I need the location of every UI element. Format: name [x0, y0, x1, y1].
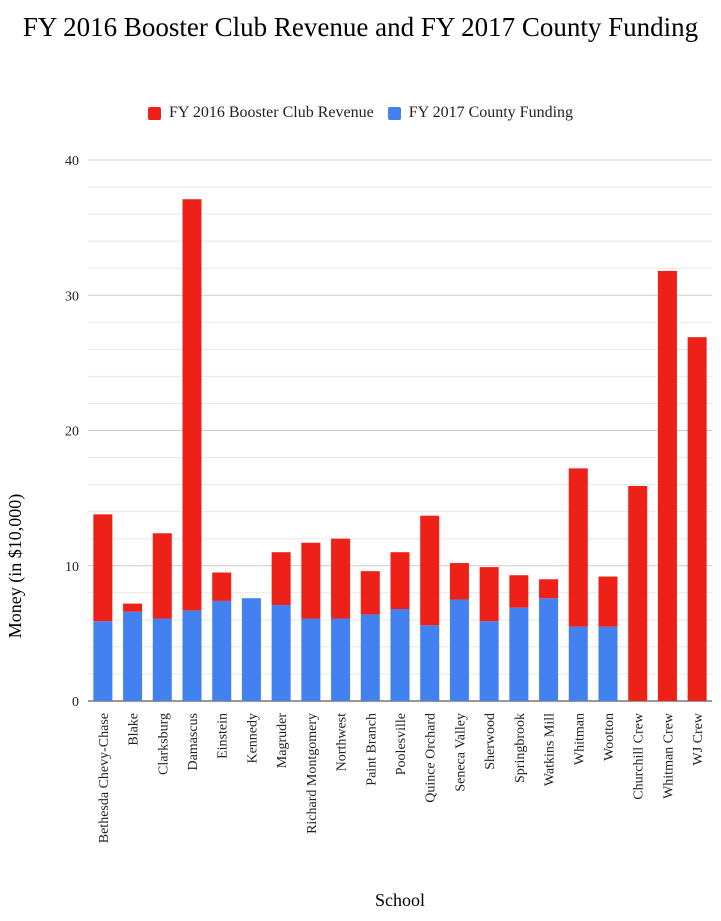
bar-county[interactable]	[360, 614, 380, 701]
y-tick-label: 40	[65, 154, 79, 169]
bar-booster[interactable]	[212, 572, 232, 601]
bar-booster[interactable]	[568, 468, 588, 627]
x-tick-label: Sherwood	[483, 713, 498, 770]
legend-item-booster[interactable]: FY 2016 Booster Club Revenue	[147, 104, 374, 122]
x-tick-label: Paint Branch	[364, 713, 379, 786]
legend: FY 2016 Booster Club Revenue FY 2017 Cou…	[0, 104, 721, 122]
bar-booster[interactable]	[390, 552, 410, 610]
x-tick-label: Seneca Valley	[453, 713, 468, 792]
x-tick-label: WJ Crew	[691, 712, 706, 765]
x-tick-label: Clarksburg	[156, 713, 171, 775]
x-tick-label: Magruder	[275, 713, 290, 769]
bar-booster[interactable]	[687, 337, 707, 701]
y-tick-label: 0	[72, 695, 79, 710]
x-tick-label: Watkins Mill	[543, 713, 558, 786]
bar-booster[interactable]	[657, 270, 677, 701]
bar-county[interactable]	[152, 618, 172, 701]
bar-county[interactable]	[93, 621, 113, 701]
legend-item-county[interactable]: FY 2017 County Funding	[387, 104, 574, 122]
bar-booster[interactable]	[271, 552, 291, 605]
bar-booster[interactable]	[152, 533, 172, 619]
legend-label-county: FY 2017 County Funding	[408, 104, 574, 121]
x-tick-label: Poolesville	[394, 713, 409, 775]
bar-county[interactable]	[598, 626, 618, 701]
bar-booster[interactable]	[301, 542, 321, 619]
bar-booster[interactable]	[509, 575, 529, 608]
bar-county[interactable]	[390, 609, 410, 701]
bar-county[interactable]	[449, 599, 469, 701]
x-tick-label: Damascus	[186, 713, 201, 771]
x-tick-label: Springbrook	[513, 713, 528, 783]
bar-booster[interactable]	[449, 563, 469, 600]
bar-booster[interactable]	[598, 576, 618, 627]
x-tick-label: Quince Orchard	[424, 713, 439, 803]
bar-county[interactable]	[509, 607, 529, 701]
bar-county[interactable]	[241, 598, 261, 701]
bar-county[interactable]	[539, 598, 559, 701]
bar-booster[interactable]	[628, 485, 648, 701]
x-tick-label: Northwest	[335, 713, 350, 771]
y-tick-label: 30	[65, 289, 79, 304]
bar-county[interactable]	[331, 618, 351, 701]
bar-county[interactable]	[420, 625, 440, 701]
x-tick-label: Bethesda Chevy-Chase	[97, 713, 112, 843]
y-tick-labels: 0 10 20 30 40	[65, 154, 79, 710]
legend-label-booster: FY 2016 Booster Club Revenue	[168, 104, 374, 121]
bar-county[interactable]	[182, 610, 202, 701]
x-tick-label: Whitman	[572, 713, 587, 765]
bar-booster[interactable]	[182, 199, 202, 611]
legend-swatch-county	[387, 106, 401, 120]
y-axis-label: Money (in $10,000)	[5, 494, 26, 638]
bar-county[interactable]	[568, 626, 588, 701]
chart-title: FY 2016 Booster Club Revenue and FY 2017…	[22, 12, 699, 42]
bar-county[interactable]	[479, 621, 499, 701]
bar-county[interactable]	[301, 618, 321, 701]
bar-booster[interactable]	[360, 571, 380, 615]
x-axis-label: School	[375, 890, 425, 910]
x-tick-label: Kennedy	[245, 713, 260, 764]
x-tick-label: Richard Montgomery	[305, 713, 320, 834]
x-tick-label: Wootton	[602, 713, 617, 761]
bar-county[interactable]	[123, 611, 143, 701]
bar-booster[interactable]	[123, 603, 143, 612]
x-tick-label: Whitman Crew	[661, 712, 676, 799]
bar-booster[interactable]	[331, 538, 351, 619]
bar-booster[interactable]	[479, 567, 499, 622]
bars	[93, 199, 707, 701]
bar-county[interactable]	[212, 600, 232, 701]
bar-booster[interactable]	[93, 514, 113, 622]
x-tick-labels: Bethesda Chevy-Chase Blake Clarksburg Damas…	[97, 712, 706, 843]
legend-swatch-booster	[147, 106, 161, 120]
bar-booster[interactable]	[420, 515, 440, 626]
bar-county[interactable]	[271, 604, 291, 701]
y-tick-label: 10	[65, 560, 79, 575]
x-tick-label: Einstein	[216, 713, 231, 759]
x-tick-label: Blake	[127, 713, 142, 746]
y-tick-label: 20	[65, 425, 79, 440]
bar-booster[interactable]	[539, 579, 559, 599]
x-tick-label: Churchill Crew	[632, 712, 647, 800]
